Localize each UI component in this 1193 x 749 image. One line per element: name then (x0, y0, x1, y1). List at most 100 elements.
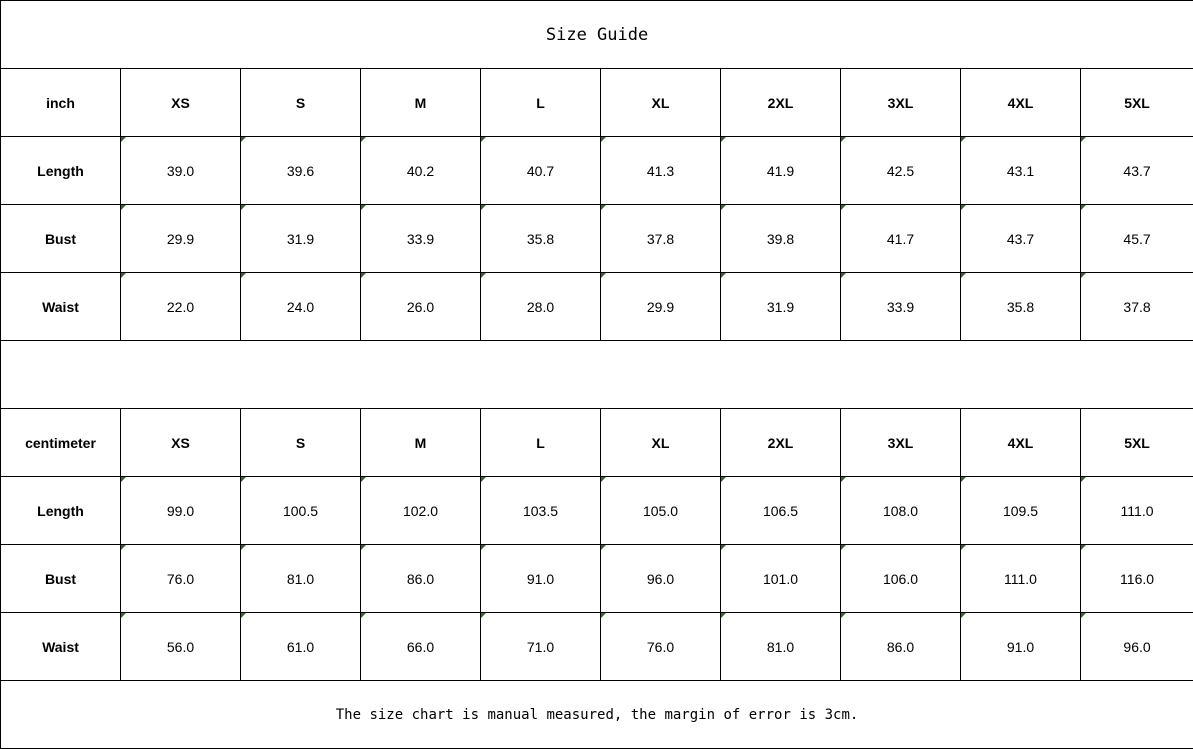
cell-text: 4XL (1007, 434, 1034, 451)
value-cell: 35.8 (960, 272, 1081, 341)
cell-text: 39.8 (766, 230, 795, 247)
cell-text: inch (46, 94, 75, 111)
cell-text: 43.1 (1006, 162, 1035, 179)
value-cell: 40.2 (360, 136, 481, 205)
page-title: Size Guide (0, 0, 1193, 69)
corner-marker-icon (1081, 137, 1086, 142)
corner-marker-icon (361, 613, 366, 618)
value-cell: 26.0 (360, 272, 481, 341)
cell-text: Size Guide (545, 24, 649, 45)
corner-marker-icon (601, 137, 606, 142)
cell-text: 81.0 (286, 570, 315, 587)
value-cell: 24.0 (240, 272, 361, 341)
cell-text: 100.5 (282, 502, 319, 519)
cell-text: 56.0 (166, 638, 195, 655)
value-cell: 42.5 (840, 136, 961, 205)
cell-text: 26.0 (406, 298, 435, 315)
row-label: Length (0, 136, 121, 205)
value-cell: 81.0 (240, 544, 361, 613)
cell-text: Waist (42, 638, 79, 655)
cell-text: Bust (44, 570, 77, 587)
row-label: Waist (0, 612, 121, 681)
size-header: M (360, 68, 481, 137)
cell-text: 41.9 (766, 162, 795, 179)
value-cell: 39.8 (720, 204, 841, 273)
size-header: 3XL (840, 68, 961, 137)
cell-text: 41.3 (646, 162, 675, 179)
value-cell: 37.8 (600, 204, 721, 273)
cell-text: 3XL (887, 94, 914, 111)
size-header: 5XL (1079, 68, 1193, 137)
cell-text: 105.0 (642, 502, 679, 519)
value-cell: 31.9 (720, 272, 841, 341)
cell-text: 109.5 (1002, 502, 1039, 519)
cell-text: 39.0 (166, 162, 195, 179)
cell-text: 99.0 (166, 502, 195, 519)
corner-marker-icon (961, 273, 966, 278)
value-cell: 39.6 (240, 136, 361, 205)
value-cell: 111.0 (960, 544, 1081, 613)
value-cell: 109.5 (960, 476, 1081, 545)
table-row: Bust 29.9 31.9 33.9 35.8 37.8 39.8 41.7 43.7 45.7 (0, 204, 1193, 273)
row-label: Bust (0, 204, 121, 273)
corner-marker-icon (121, 205, 126, 210)
corner-marker-icon (721, 545, 726, 550)
size-header: XL (600, 68, 721, 137)
corner-marker-icon (121, 545, 126, 550)
cell-text: 3XL (887, 434, 914, 451)
cell-text: 2XL (767, 94, 794, 111)
cell-text: 5XL (1124, 94, 1150, 111)
cell-text: The size chart is manual measured, the m… (335, 706, 859, 723)
cell-text: centimeter (25, 434, 96, 451)
cell-text: Waist (42, 298, 79, 315)
corner-marker-icon (841, 137, 846, 142)
cell-text: 35.8 (526, 230, 555, 247)
value-cell: 86.0 (840, 612, 961, 681)
title-row: Size Guide (0, 0, 1193, 69)
cell-text: 86.0 (406, 570, 435, 587)
header-row: inch XS S M L XL 2XL 3XL 4XL 5XL (0, 68, 1193, 137)
corner-marker-icon (841, 273, 846, 278)
cell-text: 43.7 (1006, 230, 1035, 247)
corner-marker-icon (721, 477, 726, 482)
cell-text: 116.0 (1120, 570, 1155, 587)
cell-text: 22.0 (166, 298, 195, 315)
corner-marker-icon (601, 205, 606, 210)
corner-marker-icon (601, 273, 606, 278)
cell-text: S (295, 434, 306, 451)
size-header: 5XL (1079, 408, 1193, 477)
corner-marker-icon (961, 205, 966, 210)
row-label: Bust (0, 544, 121, 613)
size-header: XS (120, 408, 241, 477)
corner-marker-icon (361, 137, 366, 142)
cell-text: 106.5 (762, 502, 799, 519)
cell-text: 37.8 (646, 230, 675, 247)
cell-text: 91.0 (1006, 638, 1035, 655)
cell-text: 31.9 (766, 298, 795, 315)
value-cell: 41.3 (600, 136, 721, 205)
cell-text: 40.7 (526, 162, 555, 179)
footnote: The size chart is manual measured, the m… (0, 680, 1193, 749)
corner-marker-icon (1081, 477, 1086, 482)
corner-marker-icon (121, 613, 126, 618)
value-cell: 66.0 (360, 612, 481, 681)
size-header: 4XL (960, 408, 1081, 477)
corner-marker-icon (481, 477, 486, 482)
corner-marker-icon (961, 137, 966, 142)
size-header: L (480, 408, 601, 477)
spacer-row (0, 340, 1193, 409)
cell-text: 40.2 (406, 162, 435, 179)
cell-text: 96.0 (646, 570, 675, 587)
value-cell: 37.8 (1079, 272, 1193, 341)
cell-text: 33.9 (406, 230, 435, 247)
cell-text: 76.0 (166, 570, 195, 587)
value-cell: 71.0 (480, 612, 601, 681)
cell-text: 31.9 (286, 230, 315, 247)
corner-marker-icon (721, 273, 726, 278)
table-row: Waist 56.0 61.0 66.0 71.0 76.0 81.0 86.0 91.0 96.… (0, 612, 1193, 681)
corner-marker-icon (481, 545, 486, 550)
cell-text: Length (37, 162, 84, 179)
cell-text: 24.0 (286, 298, 315, 315)
value-cell: 101.0 (720, 544, 841, 613)
